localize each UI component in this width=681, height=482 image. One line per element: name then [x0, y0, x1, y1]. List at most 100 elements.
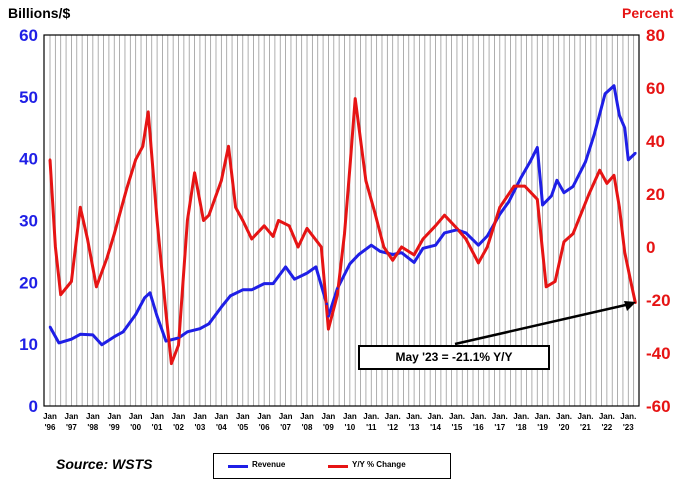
- revenue-point: [370, 244, 373, 247]
- x-tick-year: '07: [280, 423, 291, 432]
- x-tick-year: '20: [559, 423, 570, 432]
- yoy-point: [186, 219, 189, 222]
- x-tick-month: Jan.: [513, 412, 529, 421]
- revenue-point: [357, 253, 360, 256]
- x-tick-month: Jan: [65, 412, 79, 421]
- yoy-point: [220, 179, 223, 182]
- yoy-point: [134, 158, 137, 161]
- yoy-point: [421, 237, 425, 241]
- yoy-point: [553, 280, 557, 283]
- yoy-point: [623, 251, 626, 254]
- revenue-point: [627, 158, 630, 162]
- revenue-point: [520, 176, 523, 179]
- yoy-point: [391, 259, 394, 262]
- yoy-point: [562, 240, 566, 243]
- x-tick-month: Jan.: [470, 412, 486, 421]
- revenue-point: [207, 322, 211, 325]
- right-tick-label: 60: [646, 79, 665, 98]
- revenue-point: [134, 313, 137, 316]
- left-tick-label: 60: [19, 26, 38, 45]
- x-tick-month: Jan.: [599, 412, 615, 421]
- revenue-point: [391, 253, 394, 256]
- x-tick-year: '01: [152, 423, 163, 432]
- revenue-point: [271, 282, 275, 285]
- revenue-point: [148, 291, 152, 295]
- revenue-point: [325, 302, 328, 306]
- right-tick-label: 0: [646, 238, 655, 257]
- yoy-point: [227, 145, 230, 148]
- right-tick-label: 80: [646, 26, 665, 45]
- x-tick-year: '08: [302, 423, 313, 432]
- revenue-point: [143, 296, 146, 299]
- yoy-point: [612, 174, 616, 177]
- revenue-point: [498, 213, 501, 216]
- yoy-point: [155, 219, 159, 222]
- x-tick-month: Jan.: [449, 412, 465, 421]
- revenue-point: [486, 234, 489, 238]
- revenue-point: [70, 338, 73, 341]
- yoy-point: [320, 245, 323, 249]
- yoy-point: [486, 245, 489, 249]
- revenue-point: [528, 160, 532, 163]
- annotation-arrow-line: [454, 302, 631, 346]
- left-tick-label: 10: [19, 335, 38, 354]
- x-tick-month: Jan: [300, 412, 314, 421]
- revenue-point: [571, 185, 575, 188]
- yoy-point: [571, 232, 575, 235]
- right-tick-label: 20: [646, 185, 665, 204]
- x-tick-month: Jan.: [620, 412, 636, 421]
- left-tick-label: 0: [29, 397, 38, 416]
- yoy-point: [79, 206, 82, 209]
- yoy-point: [434, 224, 437, 227]
- revenue-point: [314, 265, 318, 269]
- x-tick-month: Jan: [257, 412, 271, 421]
- x-tick-month: Jan.: [492, 412, 508, 421]
- yoy-point: [59, 293, 62, 296]
- x-tick-year: '02: [173, 423, 184, 432]
- yoy-point: [271, 235, 275, 238]
- x-tick-year: '14: [430, 423, 441, 432]
- yoy-point: [54, 245, 57, 249]
- x-tick-month: Jan: [43, 412, 57, 421]
- x-tick-month: Jan.: [406, 412, 422, 421]
- revenue-point: [443, 231, 446, 235]
- yoy-point: [464, 237, 468, 241]
- revenue-point: [241, 288, 244, 291]
- yoy-point: [630, 285, 634, 288]
- revenue-point: [634, 151, 637, 155]
- yoy-point: [234, 206, 237, 209]
- revenue-point: [220, 305, 223, 309]
- x-tick-month: Jan: [150, 412, 164, 421]
- revenue-point: [434, 244, 437, 247]
- yoy-point: [618, 206, 621, 209]
- revenue-point: [79, 333, 82, 336]
- x-tick-month: Jan.: [428, 412, 444, 421]
- left-tick-label: 40: [19, 150, 38, 169]
- x-tick-month: Jan.: [577, 412, 593, 421]
- right-tick-label: -60: [646, 397, 671, 416]
- revenue-point: [293, 278, 296, 281]
- yoy-point: [164, 312, 168, 315]
- annotation-box: May '23 = -21.1% Y/Y: [358, 345, 550, 370]
- x-tick-year: '97: [66, 423, 77, 432]
- yoy-point: [354, 97, 357, 100]
- revenue-point: [421, 247, 425, 250]
- yoy-point: [477, 261, 480, 265]
- revenue-point: [229, 294, 232, 298]
- legend-swatch-yoy: [328, 465, 348, 468]
- revenue-point: [612, 84, 616, 87]
- yoy-point: [348, 166, 352, 169]
- x-tick-year: '06: [259, 423, 270, 432]
- revenue-point: [305, 271, 309, 275]
- yoy-point: [202, 219, 205, 222]
- yoy-point: [587, 192, 591, 196]
- x-tick-year: '98: [87, 423, 98, 432]
- x-tick-year: '00: [130, 423, 141, 432]
- yoy-point: [193, 171, 196, 174]
- yoy-point: [177, 343, 180, 347]
- yoy-point: [125, 187, 128, 190]
- revenue-point: [121, 330, 125, 333]
- x-tick-month: Jan: [193, 412, 207, 421]
- x-tick-year: '10: [344, 423, 355, 432]
